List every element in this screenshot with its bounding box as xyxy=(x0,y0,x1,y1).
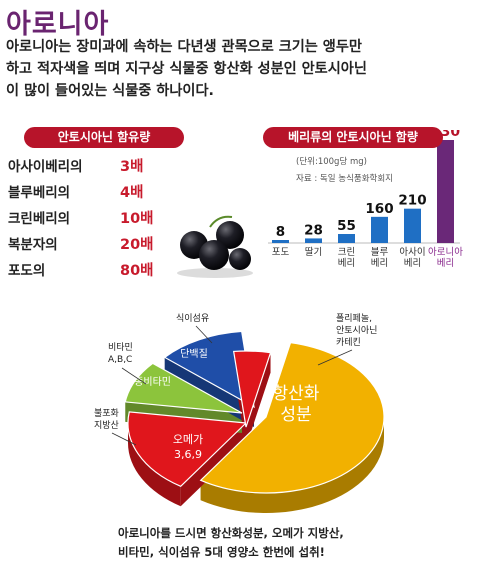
pie-slice-wall xyxy=(180,423,246,507)
bar-chart-unit: (단위:100g당 mg) xyxy=(296,157,367,167)
caption-line: 비타민, 식이섬유 5대 영양소 한번에 섭취! xyxy=(118,545,325,559)
callout-line: 폴리페놀, xyxy=(336,314,372,324)
callout-line: 비타민 xyxy=(108,343,133,353)
callout-line: 불포화 xyxy=(94,409,119,419)
pie-slice xyxy=(232,350,272,428)
callout-vitamin: 비타민 A,B,C xyxy=(108,342,133,366)
bar-category-label: 블루 xyxy=(371,247,389,258)
intro-line: 하고 적자색을 띄며 지구상 식물중 항산화 성분인 안토시아닌 xyxy=(6,61,367,77)
berry xyxy=(229,248,251,270)
ratio-value: 4배 xyxy=(120,185,144,201)
ratio-panel-title: 안토시아닌 함유량 xyxy=(24,127,184,148)
bar-category-label: 크린 xyxy=(338,247,355,258)
bar-value-label: 8 xyxy=(276,224,285,240)
ratio-row: 아사이베리의 3배 xyxy=(8,154,198,180)
berry xyxy=(199,240,229,270)
intro-line: 아로니아는 장미과에 속하는 다년생 관목으로 크기는 앵두만 xyxy=(6,39,362,55)
callout-line: 안토시아닌 xyxy=(336,326,378,336)
ratio-value: 20배 xyxy=(120,237,154,253)
berry-cluster-image xyxy=(177,215,253,278)
pie-slice-label: 각종비타민 xyxy=(125,376,171,388)
intro-text: 아로니아는 장미과에 속하는 다년생 관목으로 크기는 앵두만 하고 적자색을 … xyxy=(6,36,496,102)
bar-value-label: 160 xyxy=(365,201,393,217)
pie-slice-side xyxy=(200,417,384,513)
ratio-label: 크린베리의 xyxy=(8,211,71,227)
pie-slice-label: 오메가 xyxy=(173,433,203,446)
bar xyxy=(404,208,421,243)
bar xyxy=(338,234,355,243)
ratio-row: 블루베리의 4배 xyxy=(8,180,198,206)
berry-shadow xyxy=(177,268,253,278)
bar-category-label: 베리 xyxy=(404,258,421,269)
pie-slice xyxy=(127,411,248,488)
bar-category-label: 아로니아 xyxy=(428,247,463,258)
pie-slice-label: 단백질 xyxy=(180,348,208,360)
bar-value-label: 210 xyxy=(398,193,426,209)
bar-category-label: 베리 xyxy=(437,258,454,269)
pie-slice-label: 항산화 xyxy=(273,384,320,404)
bar-category-label: 딸기 xyxy=(305,246,322,258)
ratio-value: 10배 xyxy=(120,211,154,227)
callout-unsaturated-fat: 불포화 지방산 xyxy=(94,408,119,432)
callout-polyphenol: 폴리페놀, 안토시아닌 카테킨 xyxy=(336,313,377,349)
berry-stem xyxy=(209,215,233,228)
bar-chart-source: 자료 : 독일 농식품화학회지 xyxy=(296,174,393,184)
pie-slice-label: 3,6,9 xyxy=(174,448,202,461)
pie-slices xyxy=(124,330,385,494)
ratio-value: 3배 xyxy=(120,159,144,175)
ratio-label: 아사이베리의 xyxy=(8,159,83,175)
bar-category-label: 베리 xyxy=(338,258,355,269)
bar xyxy=(371,216,388,243)
pie-slice-side xyxy=(128,423,181,507)
bar-group xyxy=(268,140,460,244)
bar xyxy=(272,240,289,243)
callout-line: 카테킨 xyxy=(336,338,361,348)
bar-category-label: 아사이 xyxy=(399,247,425,258)
pie-slice-wall xyxy=(246,352,271,447)
bar xyxy=(305,238,322,243)
callout-line: 식이섬유 xyxy=(176,314,210,324)
bar xyxy=(437,140,454,243)
page-title: 아로니아 xyxy=(6,9,110,40)
caption-line: 아로니아를 드시면 항산화성분, 오메가 지방산, xyxy=(118,526,344,540)
ratio-row: 포도의 80배 xyxy=(8,258,198,284)
ratio-label: 복분자의 xyxy=(8,237,58,253)
bar-value-label: 28 xyxy=(304,222,323,238)
callout-line: 지방산 xyxy=(94,421,119,431)
callout-line: A,B,C xyxy=(108,355,133,365)
ratio-value: 80배 xyxy=(120,263,154,279)
bar-chart-title: 베리류의 안토시아닌 함량 xyxy=(263,127,443,148)
ratio-label: 블루베리의 xyxy=(8,185,71,201)
ratio-label: 포도의 xyxy=(8,263,46,279)
bar-category-label: 베리 xyxy=(371,258,388,269)
bar-value-label: 630 xyxy=(431,130,460,140)
berry xyxy=(216,221,244,249)
bar-value-label: 55 xyxy=(337,218,356,234)
bar-category-label: 포도 xyxy=(272,247,290,258)
caption: 아로니아를 드시면 항산화성분, 오메가 지방산, 비타민, 식이섬유 5대 영… xyxy=(118,524,344,562)
ratio-row: 크린베리의 10배 xyxy=(8,206,198,232)
callout-fiber: 식이섬유 xyxy=(176,313,209,325)
ratio-row: 복분자의 20배 xyxy=(8,232,198,258)
intro-line: 이 많이 들어있는 식물중 하나이다. xyxy=(6,83,214,99)
pie-slice-label: 성분 xyxy=(280,405,311,425)
bar-value-labels: 8 28 55 160 210 630 xyxy=(276,130,461,240)
